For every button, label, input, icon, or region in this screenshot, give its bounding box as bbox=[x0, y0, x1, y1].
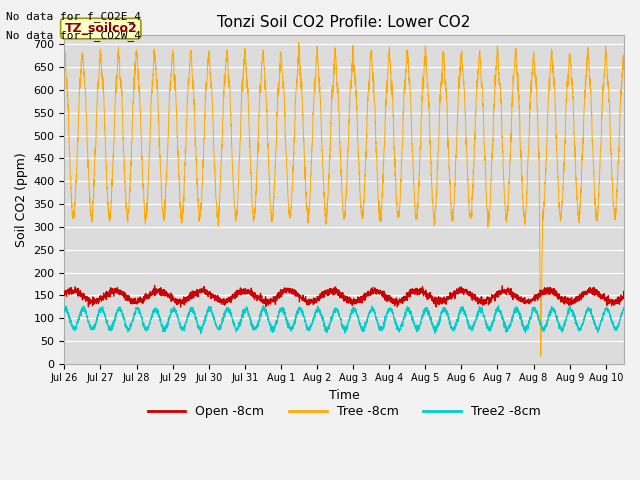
Text: No data for f_CO2W_4: No data for f_CO2W_4 bbox=[6, 30, 141, 41]
X-axis label: Time: Time bbox=[329, 389, 360, 402]
Open -8cm bbox=[151, 283, 159, 288]
Tree -8cm bbox=[568, 76, 575, 82]
Tree2 -8cm bbox=[604, 307, 612, 313]
Text: No data for f_CO2E_4: No data for f_CO2E_4 bbox=[6, 11, 141, 22]
Tree2 -8cm bbox=[566, 302, 573, 308]
Y-axis label: Soil CO2 (ppm): Soil CO2 (ppm) bbox=[15, 152, 28, 247]
Tree2 -8cm bbox=[197, 331, 205, 336]
Tree2 -8cm bbox=[185, 313, 193, 319]
Tree2 -8cm bbox=[236, 322, 243, 328]
Open -8cm bbox=[604, 293, 612, 299]
Line: Tree2 -8cm: Tree2 -8cm bbox=[65, 305, 624, 334]
Open -8cm bbox=[422, 290, 430, 296]
Tree -8cm bbox=[430, 213, 438, 219]
Tree -8cm bbox=[604, 83, 612, 88]
Open -8cm bbox=[185, 292, 193, 298]
Title: Tonzi Soil CO2 Profile: Lower CO2: Tonzi Soil CO2 Profile: Lower CO2 bbox=[218, 15, 471, 30]
Tree -8cm bbox=[537, 353, 545, 359]
Tree -8cm bbox=[295, 40, 303, 46]
Legend: Open -8cm, Tree -8cm, Tree2 -8cm: Open -8cm, Tree -8cm, Tree2 -8cm bbox=[143, 400, 546, 423]
Text: TZ_soilco2: TZ_soilco2 bbox=[65, 22, 137, 35]
Tree2 -8cm bbox=[568, 307, 575, 312]
Tree2 -8cm bbox=[620, 307, 628, 313]
Line: Tree -8cm: Tree -8cm bbox=[65, 43, 624, 356]
Open -8cm bbox=[177, 304, 184, 310]
Tree -8cm bbox=[422, 58, 430, 63]
Tree2 -8cm bbox=[430, 327, 438, 333]
Tree -8cm bbox=[61, 51, 68, 57]
Tree -8cm bbox=[185, 81, 193, 86]
Open -8cm bbox=[236, 290, 243, 296]
Tree2 -8cm bbox=[422, 306, 430, 312]
Tree -8cm bbox=[620, 55, 628, 60]
Open -8cm bbox=[568, 294, 575, 300]
Line: Open -8cm: Open -8cm bbox=[65, 286, 624, 307]
Open -8cm bbox=[431, 297, 438, 303]
Open -8cm bbox=[620, 292, 628, 298]
Open -8cm bbox=[61, 292, 68, 298]
Tree2 -8cm bbox=[61, 309, 68, 314]
Tree -8cm bbox=[236, 162, 243, 168]
